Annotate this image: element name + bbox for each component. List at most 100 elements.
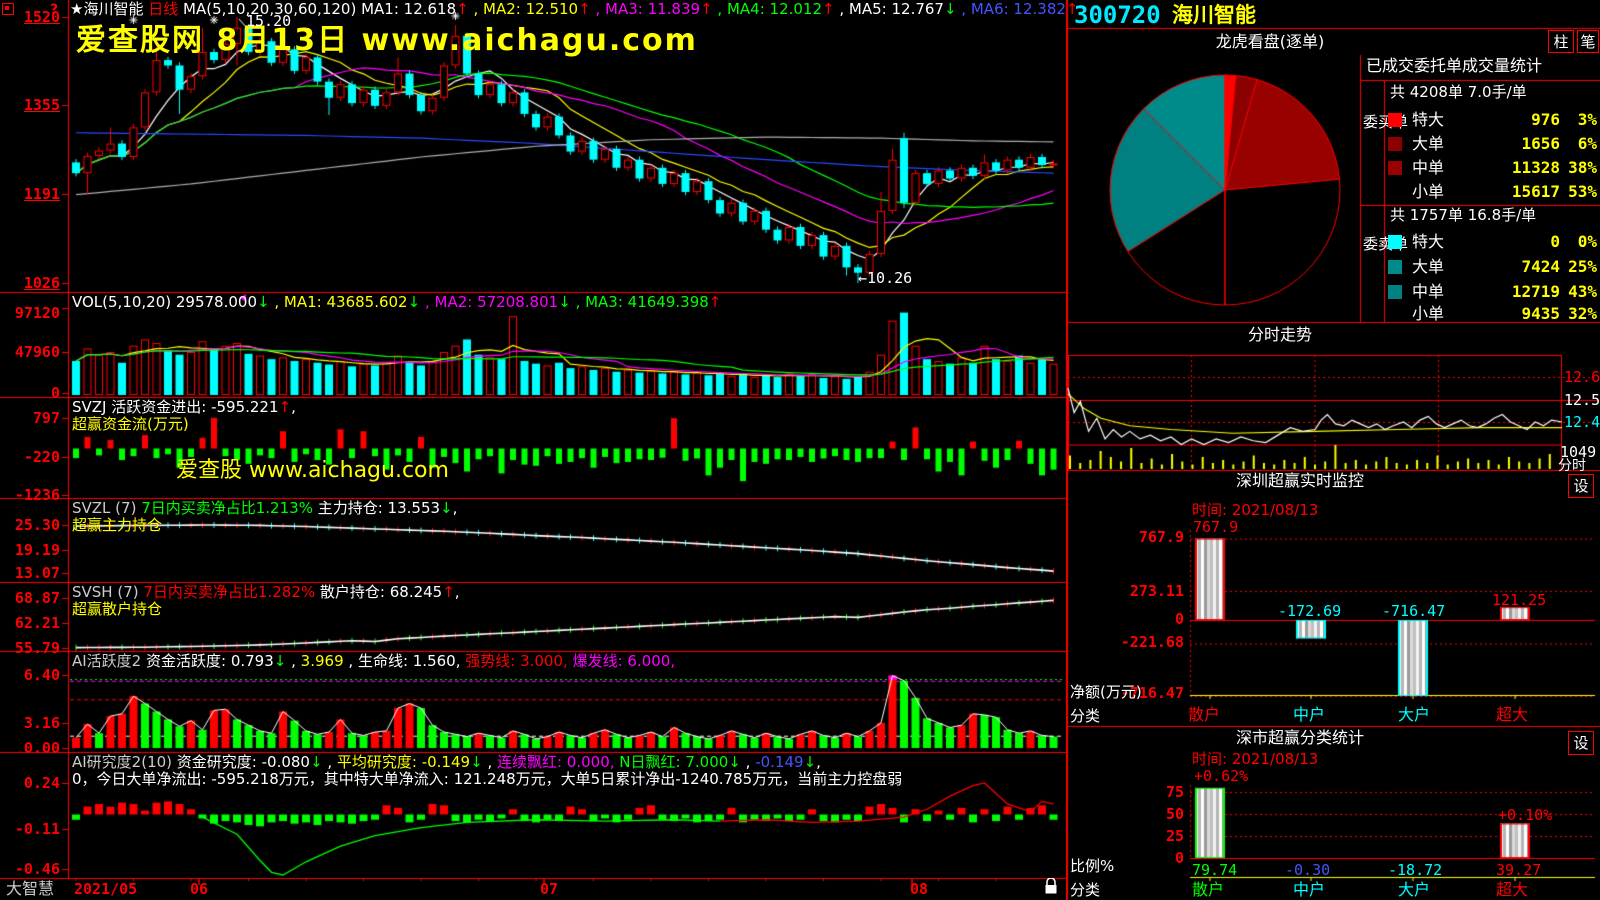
lhb-subtitle: 已成交委托单成交量统计 bbox=[1366, 56, 1543, 75]
period-label[interactable]: 日线 bbox=[148, 0, 179, 18]
ai-y-label: 3.16 bbox=[23, 714, 60, 732]
monitor-time: 时间: 2021/08/13 bbox=[1192, 501, 1319, 519]
svzl-y-label: 25.30 bbox=[14, 516, 60, 534]
watermark-2: 爱查股 www.aichagu.com bbox=[176, 458, 449, 483]
low-annotation: ←10.26 bbox=[858, 269, 913, 287]
buy-row-label[interactable]: 特大 bbox=[1412, 110, 1445, 129]
buy-row-pct: 38% bbox=[1568, 158, 1597, 177]
monitor-y-label: -716.47 bbox=[1120, 684, 1184, 702]
column-mode-button[interactable]: 柱 bbox=[1548, 30, 1574, 53]
stats-axis-label: 比例% bbox=[1070, 857, 1115, 875]
app-icon[interactable] bbox=[2, 3, 14, 15]
pen-mode-button[interactable]: 笔 bbox=[1577, 30, 1599, 53]
svsh-label: SVSH (7) bbox=[72, 583, 144, 601]
ai-value: 资金活跃度: 0.793 bbox=[146, 652, 274, 670]
down-arrow-icon: ↓ bbox=[943, 0, 957, 18]
help-icon[interactable]: ? bbox=[50, 2, 59, 18]
buy-row-label[interactable]: 中单 bbox=[1412, 158, 1445, 177]
sell-row-count: 12719 bbox=[1511, 282, 1560, 301]
res-nday: N日飘红: 7.000 bbox=[619, 753, 729, 771]
ma6-value: , MA6: 12.382 bbox=[961, 0, 1066, 18]
sell-row-label[interactable]: 大单 bbox=[1412, 257, 1445, 276]
res-extra: -0.149 bbox=[755, 753, 804, 771]
down-arrow-icon: ↓ bbox=[440, 499, 453, 517]
res-avg: 平均研究度: -0.149 bbox=[336, 753, 471, 771]
buy-row-label[interactable]: 大单 bbox=[1412, 134, 1445, 153]
sell-row-pct: 25% bbox=[1568, 257, 1597, 276]
stats-cat-label: 散户 bbox=[1192, 880, 1225, 899]
sell-row-label[interactable]: 中单 bbox=[1412, 282, 1445, 301]
timeline-label-may: 2021/05 bbox=[74, 880, 138, 898]
stats-extra-label: +0.62% bbox=[1194, 767, 1249, 785]
svsh-ratio: 7日内买卖净占比1.282% bbox=[143, 583, 316, 601]
buy-row-count: 11328 bbox=[1511, 158, 1560, 177]
svzl-header: SVZL (7) 7日内买卖净占比1.213% 主力持仓: 13.553↓, bbox=[72, 500, 457, 517]
ai-y-label: 0.00 bbox=[23, 739, 60, 757]
buy-row-count: 1656 bbox=[1521, 134, 1560, 153]
ma3-value: , MA3: 11.839 bbox=[595, 0, 701, 18]
sell-md-swatch bbox=[1388, 285, 1402, 299]
up-arrow-icon: ↑ bbox=[456, 0, 469, 18]
intraday-vol-label: 1049 bbox=[1560, 443, 1597, 461]
comma: , bbox=[291, 398, 296, 416]
sell-row-label[interactable]: 特大 bbox=[1412, 232, 1445, 251]
up-arrow-icon: ↑ bbox=[1065, 0, 1079, 18]
monitor-y-label: 0 bbox=[1174, 610, 1184, 628]
monitor-settings-button[interactable]: 设 bbox=[1568, 474, 1594, 498]
stats-bar-value: -18.72 bbox=[1388, 861, 1443, 879]
lhb-title: 龙虎看盘(逐单) bbox=[1215, 32, 1325, 51]
sell-row-label[interactable]: 小单 bbox=[1412, 304, 1445, 323]
life-line-label: , 生命线: 1.560, bbox=[348, 652, 466, 670]
ma1-value: MA1: 12.618 bbox=[361, 0, 457, 18]
intraday-price-cur: 12.45 bbox=[1564, 413, 1600, 431]
down-arrow-icon: ↓ bbox=[558, 293, 571, 311]
stats-cat-label: 大户 bbox=[1398, 880, 1431, 899]
monitor-bar-value: 767.9 bbox=[1193, 518, 1239, 536]
sz-monitor-title: 深圳超赢实时监控 bbox=[1235, 471, 1364, 490]
monitor-cat-label: 中户 bbox=[1293, 705, 1326, 724]
vol-y-label: 0 bbox=[50, 384, 60, 402]
sell-summary: 共 1757单 16.8手/单 bbox=[1390, 206, 1537, 224]
main-y-label: 1191 bbox=[23, 185, 60, 203]
up-arrow-icon: ↑ bbox=[708, 293, 722, 311]
down-arrow-icon: ↓ bbox=[728, 753, 741, 771]
stock-code: 300720 bbox=[1074, 1, 1161, 29]
up-arrow-icon: ↑ bbox=[278, 398, 292, 416]
ai-activity-header: AI活跃度2 资金活跃度: 0.793↓ , 3.969 , 生命线: 1.56… bbox=[72, 653, 675, 670]
svzl-y-label: 19.19 bbox=[14, 541, 60, 559]
vol-ma1: , MA1: 43685.602 bbox=[274, 293, 408, 311]
svsh-value: 散户持仓: 68.245 bbox=[319, 583, 443, 601]
stock-title: 海川智能 bbox=[1172, 3, 1256, 27]
ai-y-label: 6.40 bbox=[23, 666, 60, 684]
main-y-label: 1520 bbox=[23, 8, 60, 26]
buy-md-swatch bbox=[1388, 161, 1402, 175]
sell-row-count: 7424 bbox=[1521, 257, 1560, 276]
svsh-subtitle: 超赢散户持仓 bbox=[72, 600, 163, 618]
comma: , bbox=[327, 753, 337, 771]
sell-row-pct: 0% bbox=[1577, 232, 1597, 251]
comma: , bbox=[291, 652, 301, 670]
brand-label: 大智慧 bbox=[6, 879, 55, 898]
stats-extra-label: +0.10% bbox=[1498, 806, 1553, 824]
ma-group-label: MA(5,10,20,30,60,120) bbox=[183, 0, 357, 18]
sell-side-label: 委卖单 bbox=[1363, 232, 1408, 256]
sell-row-pct: 32% bbox=[1568, 304, 1597, 323]
res-y-label: -0.11 bbox=[14, 820, 60, 838]
timeline-label-jun: 06 bbox=[190, 880, 209, 898]
ai-research-line2: 0，今日大单净流出: -595.218万元，其中特大单净流入: 121.248万… bbox=[72, 771, 903, 788]
svsh-y-label: 55.79 bbox=[14, 639, 60, 657]
svsh-y-label: 68.87 bbox=[14, 589, 60, 607]
down-arrow-icon: ↓ bbox=[273, 652, 287, 670]
buy-xl-swatch bbox=[1388, 113, 1402, 127]
buy-row-pct: 53% bbox=[1568, 182, 1597, 201]
ma5-value: , MA5: 12.767 bbox=[839, 0, 944, 18]
stats-settings-button[interactable]: 设 bbox=[1568, 731, 1594, 755]
main-chart-canvas[interactable] bbox=[0, 0, 1067, 900]
right-panel-canvas[interactable] bbox=[1067, 0, 1600, 900]
timeline-label-aug: 08 bbox=[910, 880, 929, 898]
buy-row-label[interactable]: 小单 bbox=[1412, 182, 1445, 201]
intraday-price-high: 12.69 bbox=[1564, 368, 1600, 386]
monitor-bar-value: 121.25 bbox=[1492, 591, 1547, 609]
monitor-y-label: -221.68 bbox=[1120, 633, 1184, 651]
